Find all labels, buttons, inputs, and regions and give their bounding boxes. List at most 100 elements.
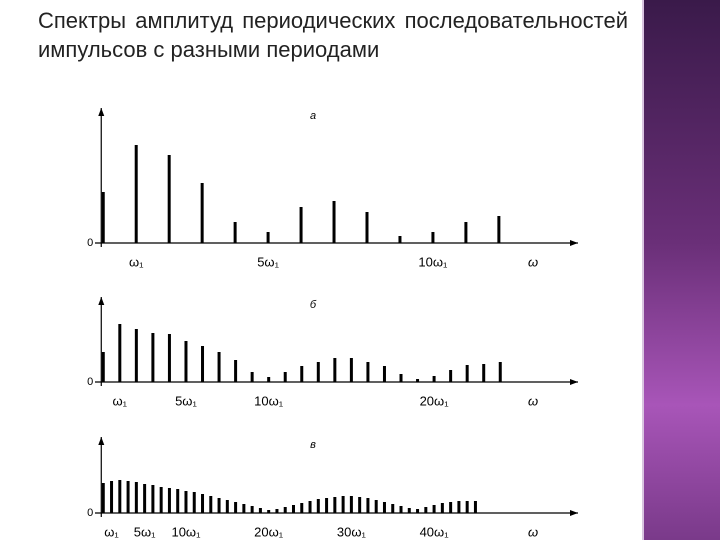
spectral-line — [242, 504, 246, 513]
spectral-line — [349, 496, 353, 513]
spectral-line — [465, 501, 469, 513]
spectral-line — [399, 506, 403, 513]
spectral-line — [416, 379, 420, 382]
spectral-line — [192, 492, 196, 513]
spectral-line — [399, 374, 403, 382]
spectral-line — [267, 377, 271, 382]
spectral-line — [316, 499, 320, 513]
spectral-line — [234, 360, 238, 382]
spectral-line — [416, 509, 420, 513]
spectral-line — [333, 497, 337, 513]
spectral-line — [482, 364, 486, 382]
spectral-line — [118, 480, 122, 513]
spectral-line — [349, 358, 353, 382]
spectral-line — [300, 503, 304, 513]
x-tick-label: ω₁ — [104, 524, 119, 539]
spectral-line — [449, 370, 453, 382]
y-tick-label: 0 — [87, 237, 93, 249]
spectral-line — [167, 488, 171, 513]
spectral-line — [134, 329, 138, 382]
spectral-line — [432, 505, 436, 513]
spectral-line — [308, 501, 312, 513]
spectral-line — [283, 372, 287, 382]
spectral-line — [126, 481, 130, 513]
x-tick-label: 20ω₁ — [254, 524, 284, 539]
spectral-line — [250, 506, 254, 513]
spectral-line — [382, 366, 386, 382]
spectral-line — [167, 155, 171, 243]
x-axis-arrow — [570, 510, 578, 516]
spectral-line — [209, 496, 213, 513]
spectral-line — [366, 362, 370, 382]
spectral-line — [184, 491, 188, 513]
spectral-line — [258, 508, 262, 513]
spectral-line — [299, 207, 303, 243]
y-axis-arrow — [98, 108, 105, 116]
spectral-line — [110, 481, 114, 513]
x-tick-label: 20ω₁ — [420, 393, 450, 408]
decor-strip — [642, 0, 720, 540]
panel-label: а — [310, 110, 316, 122]
spectral-line — [365, 212, 369, 243]
x-tick-label: 5ω₁ — [134, 524, 156, 539]
x-tick-label: 5ω₁ — [175, 393, 197, 408]
spectral-line — [325, 498, 329, 513]
spectral-line — [176, 489, 180, 513]
spectral-line — [151, 485, 155, 513]
spectral-line — [134, 482, 138, 513]
spectral-line — [151, 333, 155, 382]
spectral-line — [267, 510, 271, 513]
spectral-line — [473, 501, 477, 513]
x-tick-label: 10ω₁ — [418, 254, 448, 269]
slide-title: Спектры амплитуд периодических последова… — [38, 8, 628, 62]
spectral-line — [440, 503, 444, 513]
spectral-line — [217, 352, 221, 382]
spectral-line — [457, 501, 461, 513]
x-tick-label: 10ω₁ — [171, 524, 201, 539]
x-tick-label: ω₁ — [113, 393, 128, 408]
x-axis-arrow — [570, 379, 578, 385]
x-tick-label: ω₁ — [129, 254, 144, 269]
spectral-line — [134, 145, 138, 243]
x-tick-label: 10ω₁ — [254, 393, 284, 408]
spectral-line — [167, 334, 171, 382]
spectral-line — [101, 483, 105, 513]
spectral-line — [358, 497, 362, 513]
x-axis-label: ω — [528, 393, 538, 408]
spectral-line — [449, 502, 453, 513]
spectral-line — [497, 216, 501, 243]
spectral-line — [101, 192, 105, 243]
x-axis-arrow — [570, 240, 578, 246]
spectral-line — [407, 508, 411, 513]
spectral-line — [391, 504, 395, 513]
x-tick-label: 40ω₁ — [420, 524, 450, 539]
spectral-line — [275, 509, 279, 513]
spectral-line — [464, 222, 468, 243]
spectral-line — [424, 507, 428, 513]
spectral-line — [341, 496, 345, 513]
spectral-line — [159, 487, 163, 513]
charts: 0 ω₁ 5ω₁ 10ω₁ ω а 0 ω₁ 5ω₁ 10ω₁ 20ω₁ ω б 0 ω₁ 5ω₁ 10ω₁ 20… — [87, 108, 578, 539]
y-axis-arrow — [98, 297, 105, 305]
spectral-line — [374, 500, 378, 513]
spectral-line — [233, 222, 237, 243]
spectral-line — [225, 500, 229, 513]
spectral-line — [118, 324, 122, 382]
x-tick-label: 30ω₁ — [337, 524, 367, 539]
spectral-line — [200, 183, 204, 243]
x-axis-label: ω — [528, 254, 538, 269]
spectral-line — [184, 341, 188, 382]
panel-label: б — [310, 299, 317, 311]
spectral-line — [283, 507, 287, 513]
spectral-line — [333, 358, 337, 382]
y-tick-label: 0 — [87, 507, 93, 519]
spectral-line — [291, 505, 295, 513]
panel-label: в — [310, 439, 316, 451]
spectral-line — [465, 365, 469, 382]
spectral-line — [332, 201, 336, 243]
spectral-line — [143, 484, 147, 513]
spectral-line — [266, 232, 270, 243]
spectral-line — [366, 498, 370, 513]
spectral-line — [316, 362, 320, 382]
spectral-line — [201, 494, 205, 513]
